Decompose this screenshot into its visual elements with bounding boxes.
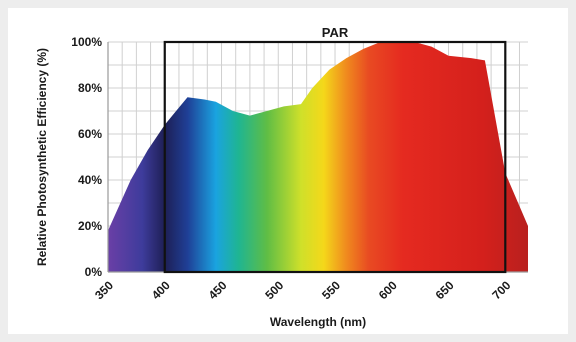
spectrum-chart: PAR 350 400 450 500 550 600 650 700 0% 20% 40% 60%… — [35, 25, 528, 329]
x-tick-label: 650 — [433, 278, 457, 302]
x-tick-label: 600 — [376, 278, 400, 302]
par-annotation: PAR — [163, 25, 507, 274]
y-tick-labels: 0% 20% 40% 60% 80% 100% — [71, 35, 102, 279]
chart-figure: PAR 350 400 450 500 550 600 650 700 0% 20% 40% 60%… — [8, 8, 568, 334]
y-tick-label: 40% — [78, 173, 102, 187]
y-tick-label: 0% — [85, 265, 103, 279]
x-tick-label: 350 — [92, 278, 116, 302]
par-box — [163, 40, 507, 274]
x-axis-title: Wavelength (nm) — [270, 315, 366, 329]
x-tick-label: 400 — [149, 278, 173, 302]
x-tick-labels: 350 400 450 500 550 600 650 700 — [92, 278, 514, 302]
x-tick-label: 550 — [319, 278, 343, 302]
par-label: PAR — [322, 25, 349, 40]
y-tick-label: 20% — [78, 219, 102, 233]
x-tick-label: 450 — [206, 278, 230, 302]
y-tick-label: 80% — [78, 81, 102, 95]
efficiency-area — [108, 42, 528, 272]
y-axis-title: Relative Photosynthetic Efficiency (%) — [35, 48, 49, 266]
area-layer — [108, 42, 528, 272]
y-tick-label: 60% — [78, 127, 102, 141]
x-tick-label: 500 — [262, 278, 286, 302]
x-tick-label: 700 — [489, 278, 513, 302]
y-tick-label: 100% — [71, 35, 102, 49]
